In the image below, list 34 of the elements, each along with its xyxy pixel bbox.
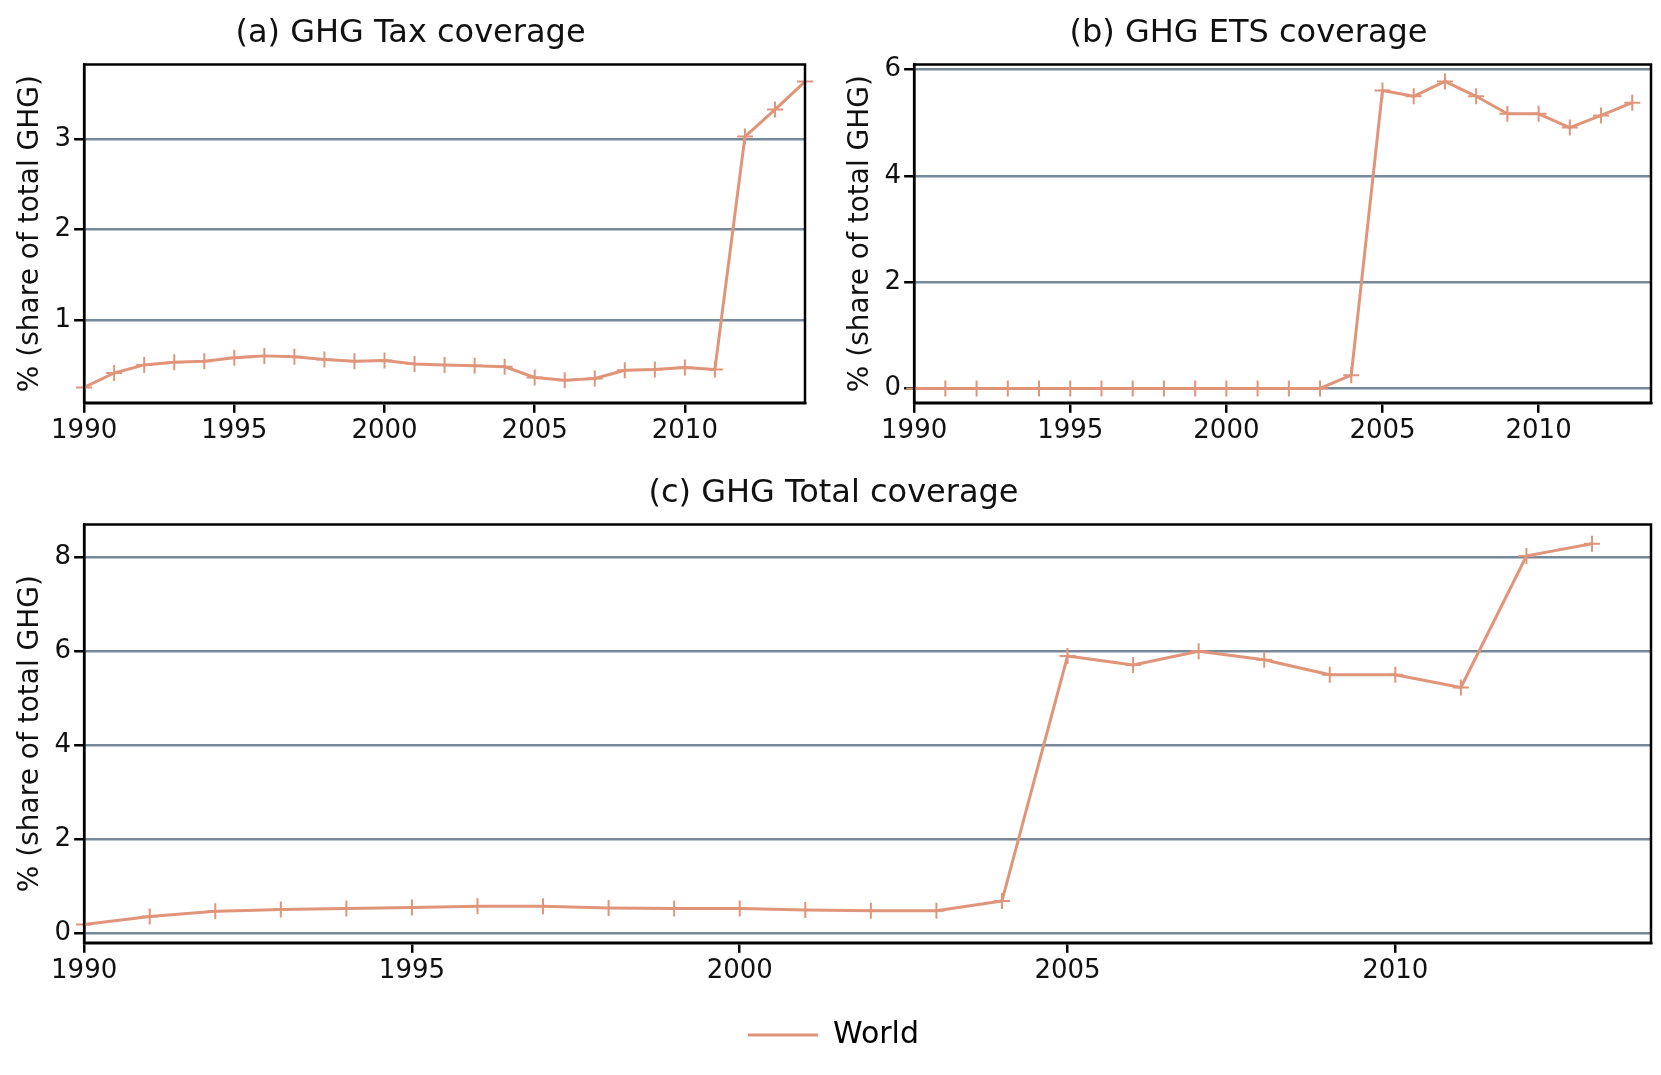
x-tick-label: 2010 [651, 414, 718, 445]
y-tick-label: 6 [884, 52, 902, 83]
y-tick-label: 0 [54, 916, 72, 947]
x-tick-label: 2000 [351, 414, 418, 445]
x-tick-label: 2005 [1349, 414, 1416, 445]
x-tick-label: 1990 [51, 954, 118, 985]
x-tick-label: 2010 [1362, 954, 1429, 985]
x-tick-label: 2005 [1034, 954, 1101, 985]
x-tick-label: 1995 [378, 954, 446, 985]
chart-title: (a) GHG Tax coverage [235, 11, 586, 50]
x-tick-label: 1995 [201, 414, 268, 445]
y-axis-title: % (share of total GHG) [12, 575, 46, 893]
x-tick-label: 1995 [1037, 414, 1104, 445]
y-tick-label: 1 [54, 302, 72, 333]
x-tick-label: 2010 [1505, 414, 1572, 445]
chart-title: (b) GHG ETS coverage [1069, 11, 1428, 50]
y-tick-label: 8 [54, 540, 72, 571]
y-tick-label: 4 [54, 728, 72, 759]
y-tick-label: 2 [54, 822, 72, 853]
x-tick-label: 1990 [51, 414, 118, 445]
y-tick-label: 0 [884, 371, 902, 402]
y-tick-label: 6 [54, 634, 72, 665]
y-tick-label: 3 [54, 122, 72, 153]
x-tick-label: 2000 [706, 954, 773, 985]
x-tick-label: 2000 [1193, 414, 1260, 445]
y-tick-label: 4 [884, 158, 902, 189]
x-tick-label: 1990 [881, 414, 948, 445]
y-axis-title: % (share of total GHG) [842, 75, 876, 393]
x-tick-label: 2005 [501, 414, 568, 445]
y-axis-title: % (share of total GHG) [12, 75, 46, 393]
chart-title: (c) GHG Total coverage [648, 471, 1019, 510]
y-tick-label: 2 [884, 264, 902, 295]
legend-label: World [833, 1014, 919, 1050]
y-tick-label: 2 [54, 212, 72, 243]
